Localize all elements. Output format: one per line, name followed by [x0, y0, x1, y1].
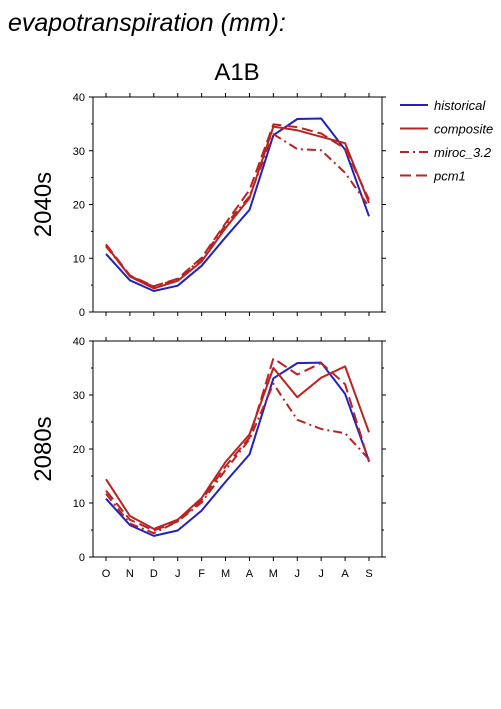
- y-tick-label: 10: [73, 498, 85, 510]
- y-tick-label: 20: [73, 200, 85, 212]
- panel-2080s: 0 10 20 30 40 O N D J F M A M J J A S 2080s: [30, 336, 386, 580]
- series-line-composite: [105, 125, 370, 290]
- panel-label: 2080s: [30, 416, 57, 481]
- series-line-miroc_3.2: [105, 382, 370, 535]
- x-tick-label: O: [102, 568, 111, 580]
- series-line-miroc_3.2: [105, 133, 370, 288]
- y-tick-label: 30: [73, 146, 85, 158]
- x-tick-label: M: [221, 568, 230, 580]
- x-tick-label: S: [365, 568, 372, 580]
- legend-label: pcm1: [433, 169, 466, 184]
- legend-item-historical: historical: [400, 98, 486, 113]
- y-tick-label: 20: [73, 444, 85, 456]
- series-line-pcm1: [105, 357, 370, 532]
- legend-label: composite: [434, 122, 493, 137]
- y-tick-label: 40: [73, 336, 85, 348]
- y-tick-label: 30: [73, 390, 85, 402]
- y-tick-label: 40: [73, 92, 85, 104]
- series-line-historical: [105, 117, 370, 292]
- x-tick-label: J: [295, 568, 301, 580]
- panels: 0 10 20 30 40 2040s 0 10 20 30 40 O N D J F M A M J J A S 2080s: [30, 92, 386, 580]
- legend-item-composite: composite: [400, 122, 493, 137]
- legend-label: historical: [434, 98, 486, 113]
- panel-2040s: 0 10 20 30 40 2040s: [30, 92, 386, 319]
- x-tick-label: J: [318, 568, 324, 580]
- y-tick-label: 0: [79, 552, 85, 564]
- series-line-pcm1: [105, 123, 370, 288]
- y-tick-label: 0: [79, 307, 85, 319]
- legend: historical composite miroc_3.2 pcm1: [400, 98, 493, 184]
- y-tick-label: 10: [73, 253, 85, 265]
- x-tick-label: M: [269, 568, 278, 580]
- legend-item-pcm1: pcm1: [400, 169, 466, 184]
- series-line-composite: [105, 365, 370, 530]
- legend-item-miroc_3.2: miroc_3.2: [400, 145, 492, 160]
- x-tick-label: N: [126, 568, 134, 580]
- scenario-title: A1B: [214, 59, 259, 86]
- x-tick-label: A: [341, 568, 349, 580]
- x-tick-label: A: [246, 568, 254, 580]
- legend-label: miroc_3.2: [434, 145, 492, 160]
- figure-title: evapotranspiration (mm):: [8, 9, 286, 37]
- x-tick-label: F: [198, 568, 205, 580]
- x-tick-label: D: [150, 568, 158, 580]
- x-tick-label: J: [175, 568, 181, 580]
- panel-label: 2040s: [30, 172, 57, 237]
